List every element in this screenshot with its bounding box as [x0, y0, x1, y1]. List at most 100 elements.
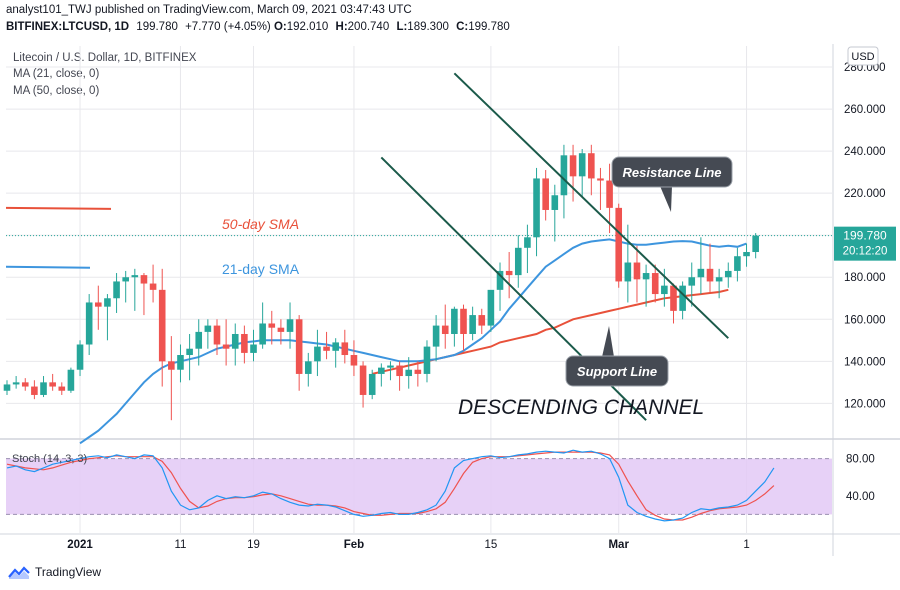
candle-body: [661, 285, 668, 295]
ma21-legend: MA (21, close, 0): [13, 68, 100, 80]
high-value: 200.740: [347, 21, 390, 33]
ma21-line: [79, 238, 747, 445]
tradingview-footer[interactable]: TradingView: [8, 565, 101, 579]
candle-body: [314, 346, 321, 362]
candle-body: [651, 273, 659, 295]
candle-body: [21, 382, 29, 387]
stoch-tick-label: 40.00: [846, 491, 875, 503]
candle-body: [624, 262, 632, 282]
ma50-legend: MA (50, close, 0): [13, 85, 100, 97]
publish-line: analyst101_TWJ published on TradingView.…: [6, 4, 412, 16]
candle-body: [231, 333, 239, 349]
legacy-red-line: [5, 206, 112, 210]
stoch-title: Stoch (14, 3, 3): [12, 453, 87, 465]
support-callout-pointer: [602, 326, 614, 357]
candle-body: [268, 323, 276, 328]
candle-body: [368, 373, 376, 395]
sma50-label: 50-day SMA: [222, 216, 299, 232]
candle-body: [350, 355, 358, 366]
candle-body: [40, 382, 47, 395]
candle-body: [743, 252, 750, 257]
candle-body: [131, 275, 139, 278]
time-tick-label: 19: [247, 539, 260, 551]
candle-body: [578, 153, 586, 177]
price-tick-label: 160.000: [844, 314, 886, 326]
candle-body: [259, 323, 266, 345]
high-label: H:: [335, 21, 348, 33]
candle-body: [95, 302, 102, 307]
candle-body: [323, 346, 330, 351]
candle-body: [533, 178, 540, 238]
open-value: 192.010: [286, 21, 329, 33]
grid-lines: [6, 46, 832, 533]
support-callout: Support Line: [565, 326, 669, 387]
candle-body: [222, 344, 230, 349]
candle-body: [304, 361, 312, 374]
candle-body: [606, 180, 613, 208]
candle-body: [670, 285, 677, 311]
price-tick-label: 260.000: [844, 104, 886, 116]
candle-body: [31, 386, 38, 395]
candle-body: [49, 382, 56, 387]
price-tag: [834, 226, 896, 261]
candle-body: [241, 333, 248, 353]
candle-body: [414, 369, 422, 374]
time-tick-label: 2021: [67, 539, 93, 551]
candle-body: [158, 289, 166, 362]
candle-body: [451, 308, 458, 334]
price-tick-label: 220.000: [844, 188, 886, 200]
currency-label: USD: [851, 51, 874, 63]
candle-body: [387, 365, 394, 368]
price-tick-label: 180.000: [844, 272, 886, 284]
time-tick-label: 1: [743, 539, 749, 551]
candle-body: [542, 178, 549, 210]
candle-body: [569, 155, 577, 177]
candle-body: [378, 367, 385, 374]
candle-body: [560, 155, 568, 196]
last-price: 199.780: [136, 21, 178, 33]
candle-body: [76, 344, 84, 370]
candle-body: [597, 178, 604, 181]
resistance-callout-text: Resistance Line: [623, 165, 722, 180]
open-label: O:: [273, 21, 287, 33]
price-tag-value: 199.780: [843, 229, 887, 243]
candle-body: [140, 275, 148, 284]
candle-body: [58, 386, 66, 391]
tradingview-logo-icon: [8, 566, 30, 579]
candle-body: [85, 302, 93, 345]
candles: [3, 144, 759, 421]
candle-body: [524, 237, 531, 248]
candle-body: [204, 325, 212, 332]
candle-body: [697, 268, 705, 278]
candle-body: [122, 277, 129, 282]
ohlc-header: BITFINEX:LTCUSD, 1D 199.780 +7.770 (+4.0…: [6, 21, 510, 33]
candle-body: [633, 262, 641, 280]
candle-body: [724, 270, 732, 278]
candle-body: [396, 365, 403, 377]
candle-body: [441, 325, 449, 334]
price-change: +7.770 (+4.05%): [185, 21, 271, 33]
stoch-k-line: [6, 449, 775, 522]
chart-title: Litecoin / U.S. Dollar, 1D, BITFINEX: [13, 52, 197, 64]
candle-body: [469, 315, 476, 334]
stoch-tick-label: 80.00: [846, 454, 875, 466]
sma21-label: 21-day SMA: [222, 261, 300, 277]
price-tick-label: 120.000: [844, 398, 886, 410]
candle-body: [688, 277, 696, 286]
candle-body: [432, 325, 440, 347]
candle-body: [149, 283, 157, 290]
candle-body: [195, 331, 203, 349]
candle-body: [679, 285, 686, 311]
candle-body: [286, 319, 294, 332]
stoch-band: [6, 458, 832, 515]
candle-body: [186, 348, 193, 356]
price-tick-label: 140.000: [844, 356, 886, 368]
candle-body: [405, 369, 413, 377]
descending-channel-label: DESCENDING CHANNEL: [458, 396, 704, 419]
candle-body: [213, 325, 221, 345]
candle-body: [277, 327, 285, 332]
legacy-blue-line: [5, 265, 91, 269]
candle-body: [487, 289, 495, 326]
